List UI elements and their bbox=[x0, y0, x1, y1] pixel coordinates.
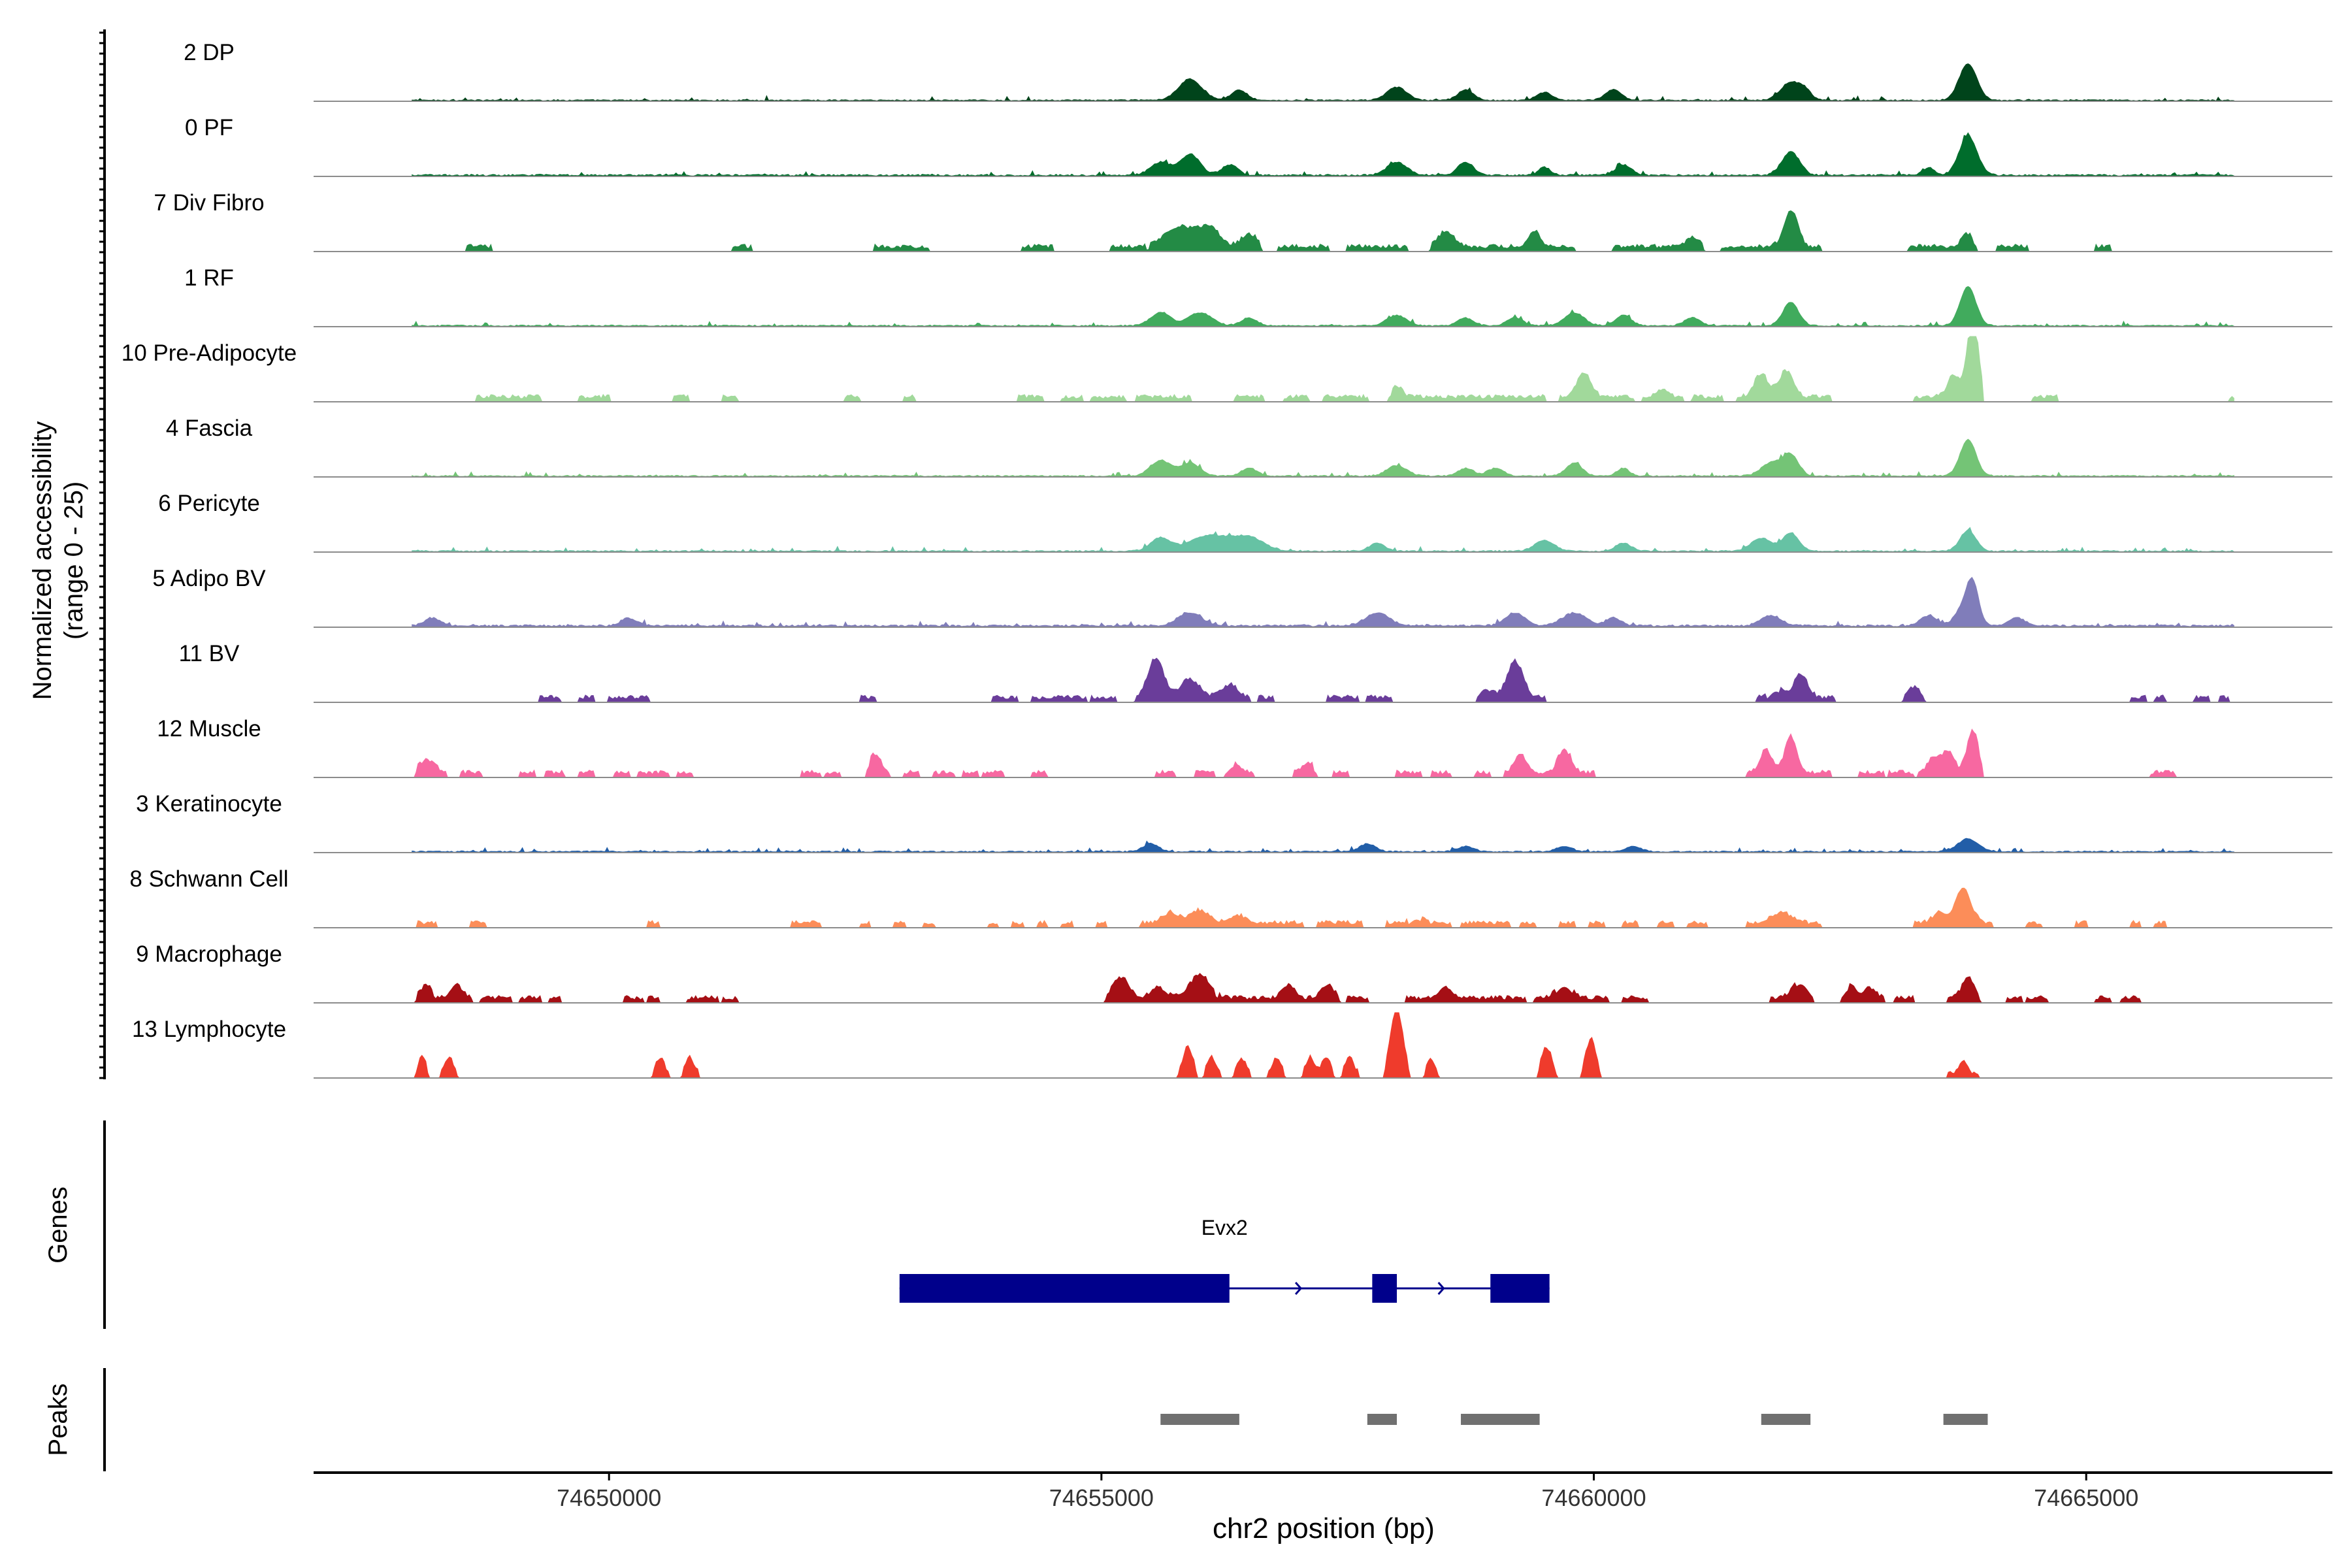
track-label: 2 DP bbox=[184, 40, 235, 65]
coverage-area bbox=[412, 527, 2234, 553]
gene-exon bbox=[1372, 1274, 1397, 1303]
y-axis bbox=[99, 29, 106, 1079]
track-5: 10 Pre-Adipocyte bbox=[122, 336, 2332, 402]
peak-region bbox=[1461, 1414, 1540, 1425]
track-9: 11 BV bbox=[179, 641, 2332, 703]
track-label: 5 Adipo BV bbox=[152, 566, 266, 591]
peaks-label: Peaks bbox=[44, 1383, 73, 1456]
x-tick-label: 74655000 bbox=[1049, 1484, 1154, 1511]
coverage-area bbox=[412, 838, 2234, 853]
coverage-area bbox=[412, 657, 2234, 703]
track-label: 6 Pericyte bbox=[158, 491, 260, 516]
track-2: 0 PF bbox=[185, 115, 2332, 177]
track-8: 5 Adipo BV bbox=[152, 566, 2332, 628]
track-label: 10 Pre-Adipocyte bbox=[122, 340, 297, 366]
genes-label: Genes bbox=[44, 1186, 73, 1264]
strand-arrow bbox=[1294, 1282, 1303, 1295]
gene-annotations: Evx2 bbox=[899, 1216, 1550, 1303]
track-7: 6 Pericyte bbox=[158, 491, 2332, 553]
x-tick-label: 74665000 bbox=[2034, 1484, 2138, 1511]
track-label: 4 Fascia bbox=[166, 416, 253, 441]
x-tick-label: 74660000 bbox=[1541, 1484, 1646, 1511]
track-4: 1 RF bbox=[184, 265, 2332, 327]
peak-regions bbox=[1160, 1414, 1988, 1425]
coverage-tracks: 2 DP 0 PF 7 Div Fibro 1 RF 10 Pre-Adipocyte 4… bbox=[122, 40, 2332, 1079]
track-label: 13 Lymphocyte bbox=[132, 1017, 286, 1042]
peak-region bbox=[1160, 1414, 1239, 1425]
track-label: 0 PF bbox=[185, 115, 233, 140]
track-3: 7 Div Fibro bbox=[154, 190, 2332, 252]
track-label: 8 Schwann Cell bbox=[129, 866, 288, 892]
gene-exon bbox=[899, 1274, 1230, 1303]
coverage-area bbox=[412, 132, 2234, 177]
coverage-area bbox=[412, 973, 2234, 1004]
coverage-area bbox=[412, 210, 2234, 252]
coverage-area bbox=[412, 63, 2234, 102]
peak-region bbox=[1761, 1414, 1811, 1425]
track-6: 4 Fascia bbox=[166, 416, 2332, 478]
peak-region bbox=[1943, 1414, 1988, 1425]
y-axis-label: Normalized accessibility bbox=[28, 421, 57, 700]
track-label: 7 Div Fibro bbox=[154, 190, 264, 216]
coverage-area bbox=[412, 887, 2234, 928]
x-axis: 74650000 74655000 74660000 74665000 bbox=[557, 1473, 2138, 1511]
track-label: 1 RF bbox=[184, 265, 234, 291]
gene-name-label: Evx2 bbox=[1201, 1216, 1248, 1239]
coverage-area bbox=[412, 286, 2234, 327]
track-11: 3 Keratinocyte bbox=[136, 791, 2332, 853]
peak-region bbox=[1367, 1414, 1397, 1425]
y-axis-range-label: (range 0 - 25) bbox=[59, 482, 88, 640]
track-12: 8 Schwann Cell bbox=[129, 866, 2332, 928]
track-1: 2 DP bbox=[184, 40, 2332, 102]
track-label: 9 Macrophage bbox=[136, 941, 282, 967]
coverage-area bbox=[412, 728, 2234, 778]
coverage-area bbox=[412, 336, 2234, 402]
track-label: 3 Keratinocyte bbox=[136, 791, 282, 817]
coverage-area bbox=[412, 438, 2234, 478]
track-10: 12 Muscle bbox=[157, 716, 2332, 778]
track-label: 12 Muscle bbox=[157, 716, 261, 742]
track-14: 13 Lymphocyte bbox=[132, 1012, 2332, 1079]
track-13: 9 Macrophage bbox=[136, 941, 2332, 1004]
coverage-area bbox=[412, 1012, 2234, 1079]
strand-arrow bbox=[1437, 1282, 1445, 1295]
gene-evx2: Evx2 bbox=[899, 1216, 1550, 1303]
coverage-area bbox=[412, 576, 2234, 628]
gene-exon bbox=[1490, 1274, 1550, 1303]
track-label: 11 BV bbox=[179, 641, 240, 666]
x-axis-label: chr2 position (bp) bbox=[1213, 1512, 1435, 1544]
x-tick-label: 74650000 bbox=[557, 1484, 661, 1511]
